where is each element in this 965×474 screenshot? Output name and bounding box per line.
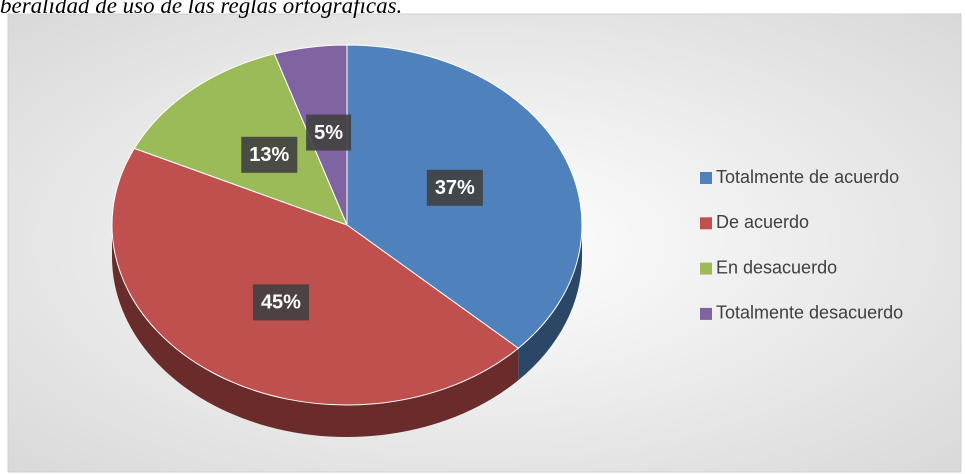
data-label: 45% (261, 292, 301, 314)
data-label-box (306, 114, 352, 151)
legend-label: De acuerdo (716, 212, 809, 232)
slice-side (518, 225, 582, 381)
data-label: 37% (435, 177, 475, 199)
legend-swatch (700, 217, 712, 230)
slice-side (112, 225, 519, 437)
legend-label: En desacuerdo (716, 257, 837, 277)
data-label-box (426, 169, 483, 206)
legend-label: Totalmente de acuerdo (716, 167, 899, 187)
data-label: 13% (249, 144, 289, 166)
legend: Totalmente de acuerdo De acuerdo En desacu… (700, 167, 903, 323)
data-label: 5% (314, 122, 343, 144)
legend-swatch (700, 172, 712, 184)
data-label-box (241, 136, 298, 173)
chart-title: beralidad de uso de las reglas ortográfi… (0, 0, 402, 18)
legend-label: Totalmente desacuerdo (716, 303, 903, 323)
legend-swatch (700, 262, 712, 275)
slice (133, 53, 348, 226)
legend-swatch (700, 307, 712, 320)
slice (111, 147, 520, 406)
pie: 37% 45% 13% 5% (111, 44, 583, 437)
data-label-box (252, 284, 309, 321)
